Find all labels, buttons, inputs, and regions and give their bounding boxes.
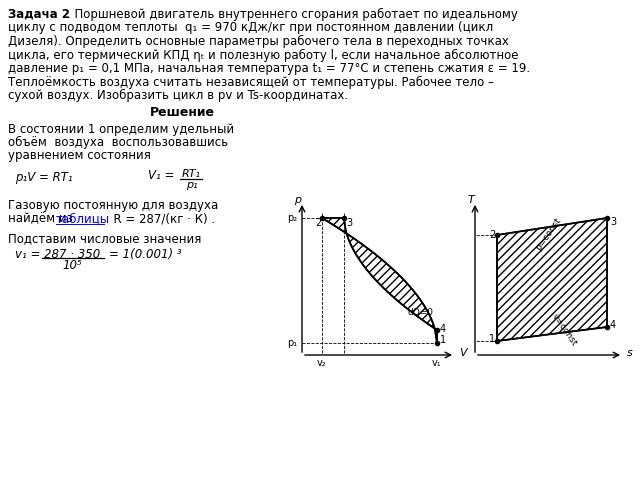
Text: p₁: p₁ xyxy=(287,338,297,348)
Text: сухой воздух. Изобразить цикл в pv и Ts-координатах.: сухой воздух. Изобразить цикл в pv и Ts-… xyxy=(8,89,348,102)
Text: V: V xyxy=(459,348,467,358)
Text: 3: 3 xyxy=(610,217,616,227)
Text: p₁V = RT₁: p₁V = RT₁ xyxy=(15,171,72,184)
Polygon shape xyxy=(322,218,437,343)
Text: V₁ =: V₁ = xyxy=(148,169,174,182)
Text: p₂: p₂ xyxy=(287,213,297,223)
Text: В состоянии 1 определим удельный: В состоянии 1 определим удельный xyxy=(8,122,234,135)
Text: p: p xyxy=(294,195,301,205)
Text: Газовую постоянную для воздуха: Газовую постоянную для воздуха xyxy=(8,199,218,212)
Text: 1: 1 xyxy=(440,335,446,345)
Text: 4: 4 xyxy=(610,320,616,330)
Text: Теплоёмкость воздуха считать независящей от температуры. Рабочее тело –: Теплоёмкость воздуха считать независящей… xyxy=(8,75,494,89)
Text: Решение: Решение xyxy=(150,107,215,120)
Text: циклу с подводом теплоты  q₁ = 970 кДж/кг при постоянном давлении (цикл: циклу с подводом теплоты q₁ = 970 кДж/кг… xyxy=(8,22,493,35)
Text: цикла, его термический КПД ηₜ и полезную работу l, если начальное абсолютное: цикла, его термический КПД ηₜ и полезную… xyxy=(8,48,518,61)
Text: 10⁵: 10⁵ xyxy=(62,259,82,272)
Text: T: T xyxy=(468,195,474,205)
Text: dQ=0: dQ=0 xyxy=(408,308,434,317)
Text: RT₁: RT₁ xyxy=(182,169,201,179)
Text: найдём из: найдём из xyxy=(8,213,77,226)
Text: уравнением состояния: уравнением состояния xyxy=(8,149,151,163)
Text: p=const: p=const xyxy=(533,216,563,252)
Text: 2: 2 xyxy=(489,230,495,240)
Text: v₁: v₁ xyxy=(432,358,442,368)
Text: . Поршневой двигатель внутреннего сгорания работает по идеальному: . Поршневой двигатель внутреннего сгоран… xyxy=(67,8,518,21)
Text: = 1(0.001) ³: = 1(0.001) ³ xyxy=(109,248,182,261)
Text: v₁ =: v₁ = xyxy=(15,248,40,261)
Text: R = 287/(кг · К) .: R = 287/(кг · К) . xyxy=(106,213,215,226)
Text: v₂: v₂ xyxy=(317,358,327,368)
Text: p₁: p₁ xyxy=(186,180,198,190)
Text: 3: 3 xyxy=(346,218,352,228)
Text: давление p₁ = 0,1 МПа, начальная температура t₁ = 77°C и степень сжатия ε = 19.: давление p₁ = 0,1 МПа, начальная темпера… xyxy=(8,62,530,75)
Text: v=const: v=const xyxy=(550,312,579,348)
Polygon shape xyxy=(497,218,607,341)
Text: Дизеля). Определить основные параметры рабочего тела в переходных точках: Дизеля). Определить основные параметры р… xyxy=(8,35,509,48)
Text: таблицы: таблицы xyxy=(56,213,110,226)
Text: s: s xyxy=(627,348,633,358)
Text: 2: 2 xyxy=(315,218,321,228)
Text: Задача 2: Задача 2 xyxy=(8,8,70,21)
Text: 1: 1 xyxy=(489,334,495,344)
Text: 4: 4 xyxy=(440,324,446,334)
Text: объём  воздуха  воспользовавшись: объём воздуха воспользовавшись xyxy=(8,136,228,149)
Text: Подставим числовые значения: Подставим числовые значения xyxy=(8,232,202,245)
Text: 287 · 350: 287 · 350 xyxy=(44,248,100,261)
